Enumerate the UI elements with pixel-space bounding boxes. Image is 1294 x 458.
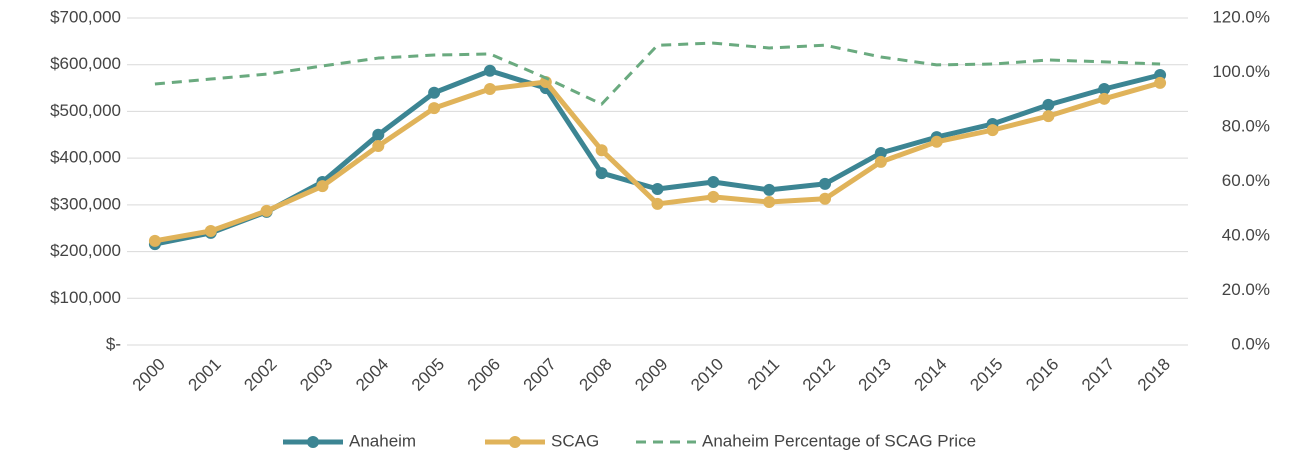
y2-tick-label: 100.0% — [1212, 62, 1270, 81]
y2-tick-label: 0.0% — [1231, 334, 1270, 353]
data-point — [874, 155, 887, 168]
data-point — [428, 102, 441, 115]
data-point — [986, 124, 999, 137]
y2-tick-label: 80.0% — [1222, 116, 1270, 135]
x-tick-label: 2016 — [1022, 355, 1062, 395]
y2-tick-label: 60.0% — [1222, 171, 1270, 190]
legend-label: Anaheim Percentage of SCAG Price — [702, 431, 976, 450]
data-point — [1154, 76, 1167, 89]
data-point — [595, 167, 608, 180]
x-tick-label: 2010 — [687, 355, 727, 395]
x-tick-label: 2003 — [296, 355, 336, 395]
data-point — [651, 182, 664, 195]
y2-tick-label: 120.0% — [1212, 7, 1270, 26]
x-tick-label: 2018 — [1134, 355, 1174, 395]
x-tick-label: 2011 — [744, 355, 783, 394]
data-point — [1098, 92, 1111, 105]
y-tick-label: $200,000 — [50, 241, 121, 260]
data-point — [1098, 83, 1111, 96]
series-line — [154, 41, 1161, 106]
data-point — [595, 144, 608, 157]
y-tick-label: $300,000 — [50, 194, 121, 213]
legend-label: Anaheim — [349, 431, 416, 450]
y2-tick-label: 20.0% — [1222, 280, 1270, 299]
data-point — [428, 86, 441, 99]
data-point — [483, 64, 496, 77]
series-line — [154, 79, 1161, 244]
x-tick-label: 2006 — [464, 355, 504, 395]
data-point — [204, 225, 217, 238]
data-point — [819, 177, 832, 190]
data-point — [483, 83, 496, 96]
data-point — [874, 147, 887, 160]
x-tick-label: 2005 — [408, 355, 448, 395]
data-point — [260, 204, 273, 217]
legend-marker — [509, 436, 521, 448]
data-point — [1042, 98, 1055, 111]
x-tick-label: 2012 — [799, 355, 839, 395]
x-tick-label: 2001 — [185, 355, 225, 395]
x-tick-label: 2014 — [911, 355, 951, 395]
data-point — [819, 192, 832, 205]
x-tick-label: 2013 — [855, 355, 895, 395]
data-point — [316, 180, 329, 193]
data-point — [148, 234, 161, 247]
series-line — [154, 68, 1161, 247]
data-point — [763, 196, 776, 209]
x-tick-label: 2008 — [575, 355, 615, 395]
y-tick-label: $500,000 — [50, 101, 121, 120]
legend-label: SCAG — [551, 431, 599, 450]
data-point — [707, 175, 720, 188]
data-point — [372, 128, 385, 141]
x-tick-label: 2009 — [631, 355, 671, 395]
data-point — [372, 139, 385, 152]
x-tick-label: 2007 — [520, 355, 560, 395]
x-tick-label: 2015 — [966, 355, 1006, 395]
data-point — [651, 197, 664, 210]
data-point — [1042, 110, 1055, 123]
x-tick-label: 2004 — [352, 355, 392, 395]
y-tick-label: $400,000 — [50, 148, 121, 167]
data-point — [763, 183, 776, 196]
y-tick-label: $- — [106, 334, 121, 353]
data-point — [707, 190, 720, 203]
y-tick-label: $600,000 — [50, 54, 121, 73]
x-tick-label: 2002 — [240, 355, 280, 395]
x-tick-label: 2017 — [1078, 355, 1118, 395]
y-tick-label: $700,000 — [50, 7, 121, 26]
legend-marker — [307, 436, 319, 448]
data-point — [930, 135, 943, 148]
y-tick-label: $100,000 — [50, 288, 121, 307]
y2-tick-label: 40.0% — [1222, 225, 1270, 244]
x-tick-label: 2000 — [129, 355, 169, 395]
